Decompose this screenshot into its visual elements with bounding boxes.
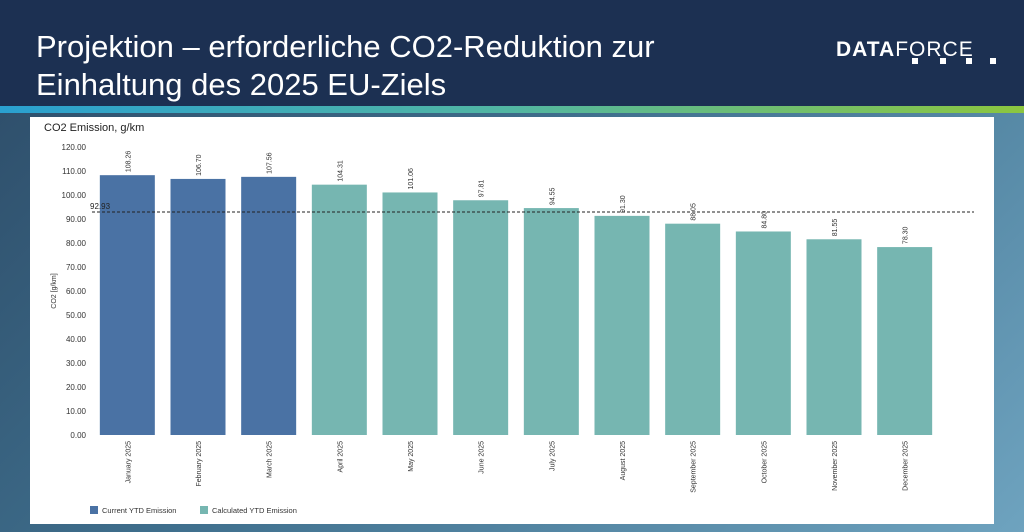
bar-value-label: 91.30 [620,195,627,213]
dataforce-logo: DATAFORCE [836,38,974,62]
y-tick-label: 60.00 [66,287,87,296]
y-tick-label: 10.00 [66,407,87,416]
x-category-label: May 2025 [408,441,415,472]
bar-12 [877,247,933,435]
y-tick-label: 40.00 [66,335,87,344]
x-category-label: July 2025 [549,441,556,471]
x-category-label: June 2025 [479,441,486,474]
bar-value-label: 108.26 [125,151,132,173]
accent-stripe [0,106,1024,113]
bar-value-label: 81.55 [832,219,839,237]
bar-4 [311,184,367,435]
bar-7 [523,208,579,435]
bar-value-label: 104.31 [337,160,344,182]
target-label: 92.93 [90,202,111,211]
bar-2 [170,178,226,436]
bar-6 [453,200,509,435]
y-tick-label: 50.00 [66,311,87,320]
y-tick-label: 30.00 [66,359,87,368]
bar-1 [99,175,155,435]
x-category-label: February 2025 [196,441,203,487]
bar-value-label: 97.81 [479,180,486,198]
y-tick-label: 70.00 [66,263,87,272]
bar-9 [665,223,721,435]
y-axis-label: CO2 [g/km] [51,273,58,308]
slide-title: Projektion – erforderliche CO2-Reduktion… [36,29,655,102]
x-category-label: November 2025 [832,441,839,491]
legend-swatch-calculated [200,506,208,514]
x-category-label: October 2025 [761,441,768,484]
y-tick-label: 20.00 [66,383,87,392]
legend-label-current: Current YTD Emission [102,506,176,515]
chart-title: CO2 Emission, g/km [44,122,144,134]
y-tick-label: 0.00 [70,431,86,440]
bar-value-label: 107.56 [267,152,274,174]
x-category-label: September 2025 [691,441,698,493]
x-category-label: December 2025 [903,441,910,491]
bar-value-label: 94.55 [549,187,556,205]
bar-value-label: 84.80 [761,211,768,229]
x-category-label: March 2025 [267,441,274,478]
bar-11 [806,239,862,435]
y-tick-label: 80.00 [66,239,87,248]
bar-3 [241,176,297,435]
chart-panel: CO2 Emission, g/km CO2 [g/km] 0.00 10.00 20.… [30,117,994,524]
y-tick-label: 100.00 [62,191,87,200]
bar-value-label: 106.70 [196,154,203,176]
bar-8 [594,215,650,435]
y-tick-label: 90.00 [66,215,87,224]
bar-value-label: 78.30 [903,226,910,244]
bar-chart: CO2 Emission, g/km CO2 [g/km] 0.00 10.00 20.… [44,122,974,515]
y-tick-label: 110.00 [62,167,86,176]
logo-dots-icon [912,58,1002,66]
bar-5 [382,192,438,435]
legend-label-calculated: Calculated YTD Emission [212,506,297,515]
logo-text-bold: DATA [836,38,896,61]
x-category-label: April 2025 [337,441,344,473]
x-category-label: August 2025 [620,441,627,480]
legend-swatch-current [90,506,98,514]
bar-value-label: 101.06 [408,168,415,190]
bar-10 [735,231,791,435]
header-bar: Projektion – erforderliche CO2-Reduktion… [0,0,1024,106]
x-category-label: January 2025 [125,441,132,484]
y-tick-label: 120.00 [62,143,87,152]
logo-text-light: FORCE [895,38,974,61]
